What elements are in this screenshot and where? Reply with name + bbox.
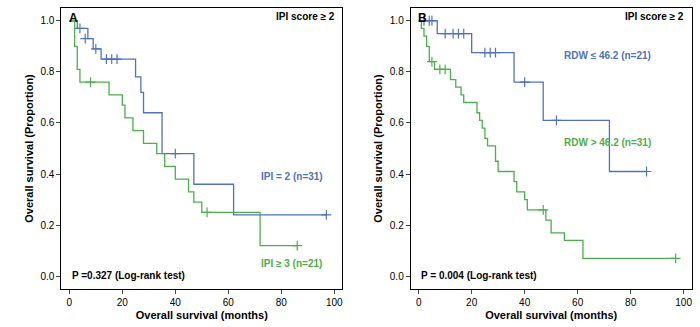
svg-text:0: 0: [67, 297, 73, 308]
svg-text:0: 0: [416, 297, 422, 308]
svg-text:IPI = 2 (n=31): IPI = 2 (n=31): [261, 171, 323, 182]
svg-text:0.4: 0.4: [390, 169, 404, 180]
svg-text:100: 100: [675, 297, 692, 308]
svg-text:20: 20: [466, 297, 478, 308]
svg-text:Overall survival (months): Overall survival (months): [136, 309, 268, 321]
svg-text:60: 60: [572, 297, 584, 308]
svg-text:IPI ≥ 3 (n=21): IPI ≥ 3 (n=21): [261, 258, 322, 269]
svg-text:IPI score ≥ 2: IPI score ≥ 2: [625, 11, 684, 22]
svg-text:Overall survival (Proportion): Overall survival (Proportion): [23, 74, 35, 223]
svg-text:Overall survival (Proportion): Overall survival (Proportion): [372, 74, 384, 223]
svg-text:A: A: [69, 11, 78, 25]
svg-text:0.2: 0.2: [40, 220, 54, 231]
svg-text:0.8: 0.8: [40, 66, 54, 77]
svg-text:RDW > 46.2 (n=31): RDW > 46.2 (n=31): [564, 137, 651, 148]
svg-text:0.4: 0.4: [40, 169, 54, 180]
svg-text:0.6: 0.6: [40, 117, 54, 128]
svg-text:1.0: 1.0: [390, 15, 404, 26]
svg-text:IPI score ≥ 2: IPI score ≥ 2: [276, 11, 335, 22]
svg-text:80: 80: [276, 297, 288, 308]
svg-text:80: 80: [625, 297, 637, 308]
svg-text:60: 60: [223, 297, 235, 308]
svg-text:1.0: 1.0: [40, 15, 54, 26]
svg-text:0.2: 0.2: [390, 220, 404, 231]
svg-text:Overall survival (months): Overall survival (months): [485, 309, 617, 321]
svg-text:0.0: 0.0: [390, 271, 404, 282]
svg-text:RDW ≤ 46.2 (n=21): RDW ≤ 46.2 (n=21): [564, 50, 651, 61]
svg-text:20: 20: [117, 297, 129, 308]
svg-text:100: 100: [326, 297, 343, 308]
svg-text:P = 0.004 (Log-rank test): P = 0.004 (Log-rank test): [421, 270, 537, 281]
svg-text:0.0: 0.0: [40, 271, 54, 282]
svg-text:0.8: 0.8: [390, 66, 404, 77]
svg-text:40: 40: [170, 297, 182, 308]
svg-text:P =0.327 (Log-rank test): P =0.327 (Log-rank test): [72, 270, 185, 281]
svg-text:0.6: 0.6: [390, 117, 404, 128]
svg-text:40: 40: [519, 297, 531, 308]
svg-text:B: B: [418, 11, 427, 25]
